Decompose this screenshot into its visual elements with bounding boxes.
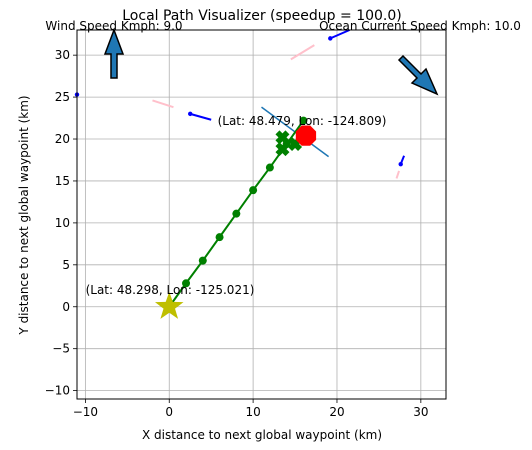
current-direction-arrow xyxy=(397,54,439,96)
ais-ship-trail xyxy=(395,170,400,179)
x-tick-label: 10 xyxy=(245,405,260,419)
waypoint-x-marker xyxy=(275,130,290,145)
ais-ship-marker xyxy=(398,161,403,167)
ais-ship-heading xyxy=(329,29,350,40)
start-position-label: (Lat: 48.298, Lon: -125.021) xyxy=(86,283,255,297)
path-waypoint xyxy=(299,116,308,125)
current-speed-label: Ocean Current Speed Kmph: 10.0 xyxy=(319,19,521,33)
start-star-marker xyxy=(155,291,184,319)
y-tick-label: 30 xyxy=(55,48,70,62)
path-waypoint xyxy=(265,163,274,172)
y-tick-label: 15 xyxy=(55,174,70,188)
chart-title: Local Path Visualizer (speedup = 100.0) xyxy=(122,8,401,24)
y-tick-label: 20 xyxy=(55,132,70,146)
ais-ship-marker xyxy=(188,111,193,117)
path-waypoint xyxy=(249,186,258,195)
ticks: −10 0 10 20 30 −10 −5 0 5 10 15 20 25 30 xyxy=(45,48,429,419)
ais-ship-trail xyxy=(152,99,174,109)
ais-ship-marker xyxy=(328,36,333,41)
path-waypoint xyxy=(182,279,191,288)
path-waypoint xyxy=(232,209,241,218)
markers xyxy=(74,36,403,319)
y-tick-label: 5 xyxy=(62,258,70,272)
path-waypoint xyxy=(198,256,207,265)
waypoint-x-marker xyxy=(275,142,290,157)
x-tick-label: −10 xyxy=(73,405,98,419)
x-tick-label: 20 xyxy=(329,405,344,419)
y-tick-label: −10 xyxy=(45,384,70,398)
y-tick-label: −5 xyxy=(52,342,70,356)
plot-frame xyxy=(76,29,447,400)
wind-direction-arrow xyxy=(103,27,125,79)
ais-ship-heading xyxy=(189,112,212,121)
y-tick-label: 0 xyxy=(62,300,70,314)
boat-position-label: (Lat: 48.479, Lon: -124.809) xyxy=(218,114,387,128)
x-tick-label: 30 xyxy=(413,405,428,419)
x-tick-label: 0 xyxy=(165,405,173,419)
wind-speed-label: Wind Speed Kmph: 9.0 xyxy=(45,19,182,33)
grid xyxy=(77,30,446,399)
y-tick-label: 25 xyxy=(55,90,70,104)
ais-ship-trail xyxy=(290,44,315,61)
y-axis-label: Y distance to next global waypoint (km) xyxy=(17,95,31,335)
boat-marker xyxy=(295,125,317,146)
x-axis-label: X distance to next global waypoint (km) xyxy=(142,428,382,442)
path-waypoint xyxy=(215,233,224,242)
y-tick-label: 10 xyxy=(55,216,70,230)
